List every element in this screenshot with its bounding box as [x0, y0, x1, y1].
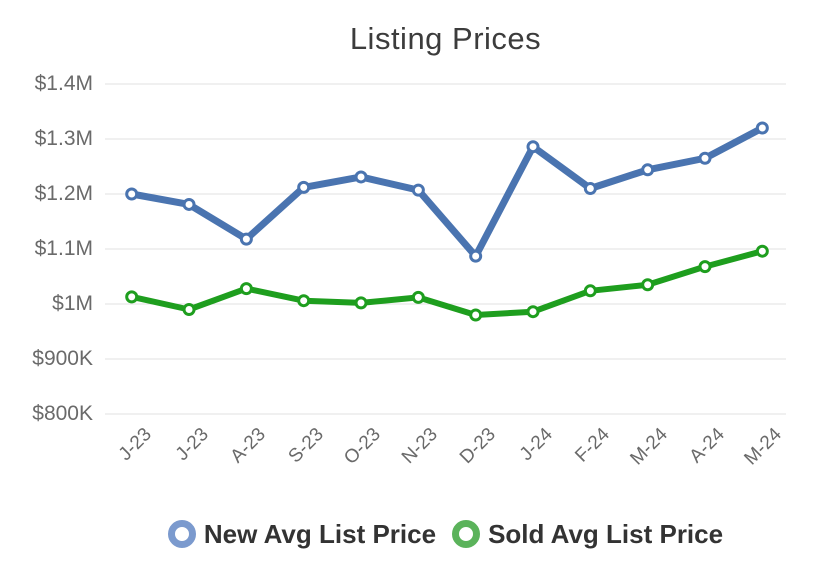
data-point-marker[interactable] — [125, 290, 139, 304]
series-line-1 — [128, 248, 766, 318]
legend-ring-icon-green — [452, 520, 481, 548]
data-point-marker[interactable] — [354, 296, 368, 310]
data-point-marker[interactable] — [182, 197, 196, 211]
y-axis-tick-label: $1.3M — [34, 127, 93, 150]
data-point-marker[interactable] — [755, 121, 769, 135]
data-point-marker[interactable] — [239, 232, 253, 246]
series-line-0 — [128, 124, 766, 260]
data-point-marker[interactable] — [755, 244, 769, 258]
data-point-marker[interactable] — [411, 290, 425, 304]
legend-label-sold-avg-list-price: Sold Avg List Price — [488, 519, 724, 549]
data-point-marker[interactable] — [526, 140, 540, 154]
data-point-marker[interactable] — [583, 182, 597, 195]
series-markers — [125, 121, 769, 322]
legend-item-new-avg-list-price[interactable]: New Avg List Price — [167, 518, 437, 550]
legend: New Avg List Price Sold Avg List Price — [105, 518, 786, 550]
data-point-marker[interactable] — [583, 284, 597, 298]
gridlines — [105, 83, 786, 415]
y-axis-tick-label: $1.1M — [34, 237, 93, 260]
y-axis-tick-label: $1M — [52, 292, 93, 315]
data-point-marker[interactable] — [469, 308, 483, 322]
chart-title: Listing Prices — [349, 21, 542, 56]
legend-item-sold-avg-list-price[interactable]: Sold Avg List Price — [452, 518, 723, 550]
data-point-marker[interactable] — [354, 170, 368, 184]
y-axis-tick-label: $1.4M — [34, 72, 93, 95]
data-point-marker[interactable] — [297, 180, 311, 194]
data-point-marker[interactable] — [641, 278, 655, 292]
series-lines — [128, 124, 766, 318]
data-point-marker[interactable] — [411, 183, 425, 197]
data-point-marker[interactable] — [182, 303, 196, 316]
data-point-marker[interactable] — [526, 305, 540, 319]
y-axis-tick-label: $1.2M — [34, 182, 93, 205]
y-axis-tick-label: $900K — [32, 347, 93, 370]
data-point-marker[interactable] — [698, 260, 712, 274]
data-point-marker[interactable] — [698, 151, 712, 165]
data-point-marker[interactable] — [469, 249, 483, 263]
data-point-marker[interactable] — [297, 294, 311, 308]
data-point-marker[interactable] — [125, 187, 139, 201]
data-point-marker[interactable] — [239, 282, 253, 296]
legend-label-new-avg-list-price: New Avg List Price — [203, 519, 437, 549]
legend-ring-icon-blue — [167, 520, 196, 548]
data-point-marker[interactable] — [641, 163, 655, 177]
y-axis-tick-label: $800K — [32, 402, 93, 425]
